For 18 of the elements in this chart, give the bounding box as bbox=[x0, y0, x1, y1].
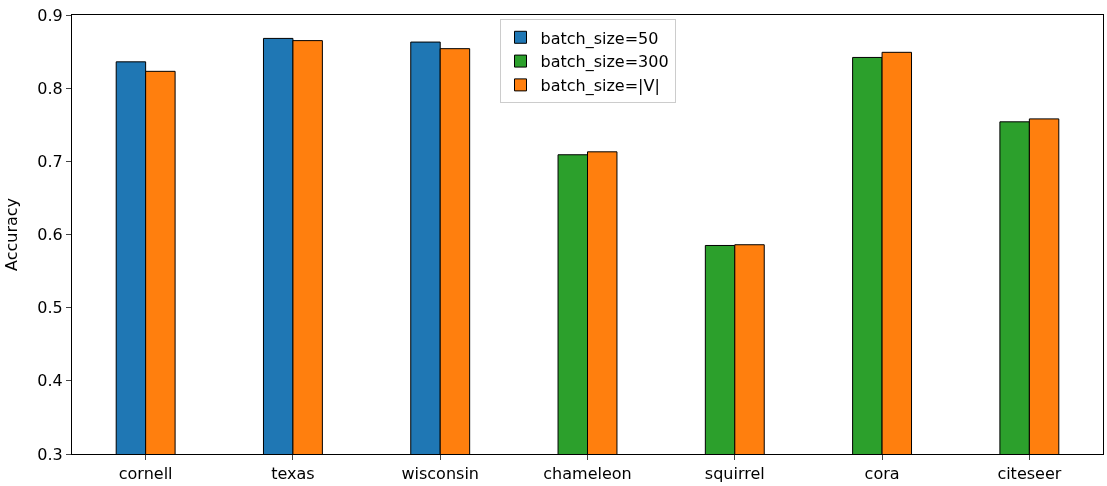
y-tick-label: 0.8 bbox=[37, 78, 63, 98]
legend-label: batch_size=50 bbox=[540, 28, 659, 49]
x-tick-label: texas bbox=[271, 464, 315, 484]
legend-label: batch_size=|V| bbox=[540, 76, 660, 97]
x-tick-label: squirrel bbox=[704, 464, 765, 484]
y-tick-label: 0.3 bbox=[37, 444, 63, 464]
y-tick-label: 0.6 bbox=[37, 225, 63, 245]
y-tick-label: 0.5 bbox=[37, 298, 63, 318]
y-tick-label: 0.4 bbox=[37, 371, 63, 391]
x-tick-label: cora bbox=[864, 464, 900, 484]
x-tick-label: wisconsin bbox=[401, 464, 479, 484]
y-axis-title: Accuracy bbox=[2, 197, 22, 272]
x-tick-label: citeseer bbox=[997, 464, 1062, 484]
legend-label: batch_size=300 bbox=[540, 52, 669, 73]
x-tick-label: cornell bbox=[118, 464, 173, 484]
y-tick-label: 0.7 bbox=[37, 151, 63, 171]
y-tick-label: 0.9 bbox=[37, 5, 63, 25]
x-tick-label: chameleon bbox=[543, 464, 632, 484]
